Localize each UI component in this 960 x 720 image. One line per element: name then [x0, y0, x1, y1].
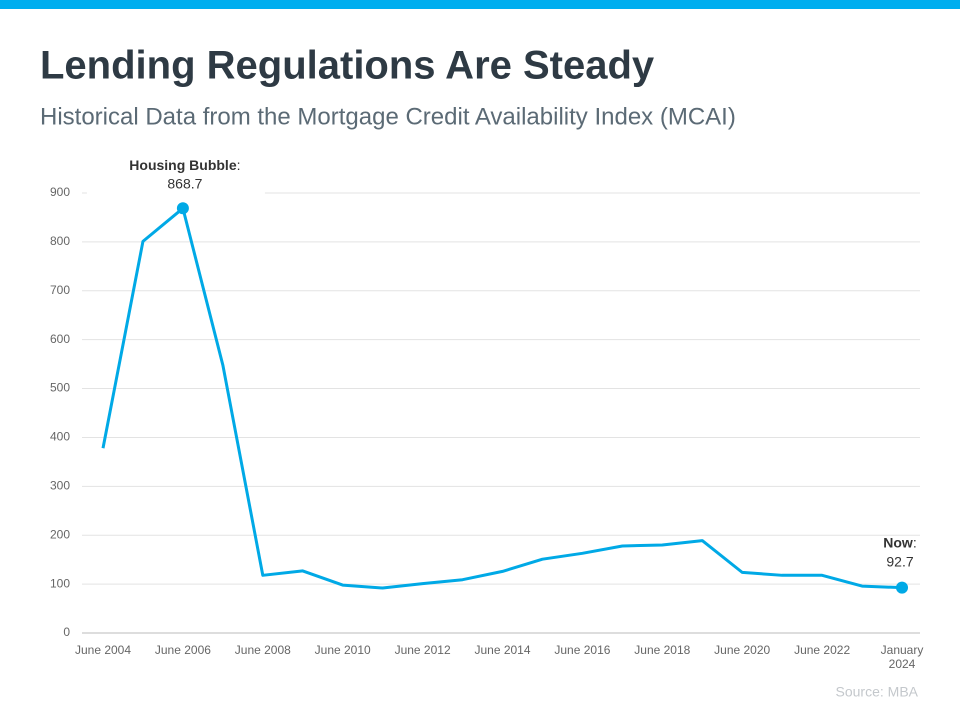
x-tick-label: June 2012	[394, 643, 451, 657]
marker	[176, 202, 189, 215]
y-tick-label: 700	[50, 283, 70, 297]
annotation-title: Now	[883, 534, 913, 550]
y-tick-label: 400	[50, 430, 70, 444]
x-tick-label: June 2018	[634, 643, 691, 657]
chart-title: Lending Regulations Are Steady	[40, 44, 655, 88]
annotation-title: Housing Bubble	[129, 157, 237, 173]
y-tick-label: 0	[63, 625, 70, 639]
y-tick-label: 500	[50, 381, 70, 395]
y-tick-label: 100	[50, 576, 70, 590]
x-tick-label: June 2008	[234, 643, 291, 657]
y-tick-label: 300	[50, 479, 70, 493]
x-tick-label: June 2016	[554, 643, 611, 657]
annotation-bg	[86, 152, 265, 196]
annotation-punctuation: :	[237, 157, 241, 173]
annotation-value: 92.7	[886, 553, 913, 569]
top-bar	[0, 0, 960, 9]
x-tick-label: January 2024	[880, 643, 924, 671]
x-tick-label: June 2010	[314, 643, 371, 657]
line	[101, 206, 903, 590]
x-tick-label: June 2014	[474, 643, 531, 657]
x-tick-label: June 2020	[714, 643, 771, 657]
marker	[896, 581, 908, 594]
y-tick-label: 600	[50, 332, 70, 346]
annotation-label: Housing Bubble:	[129, 157, 240, 173]
x-tick-label: June 2022	[794, 643, 851, 657]
y-tick-label: 800	[50, 234, 70, 248]
annotation-punctuation: :	[913, 534, 917, 550]
x-tick-label: June 2006	[154, 643, 211, 657]
y-tick-label: 900	[50, 185, 70, 199]
source: Source: MBA	[836, 684, 919, 700]
annotation-value: 868.7	[167, 176, 202, 192]
chart-subtitle: Historical Data from the Mortgage Credit…	[40, 103, 736, 130]
y-tick-label: 200	[50, 527, 70, 541]
annotation-label: Now:	[883, 534, 916, 550]
x-tick-label: June 2004	[74, 643, 132, 657]
